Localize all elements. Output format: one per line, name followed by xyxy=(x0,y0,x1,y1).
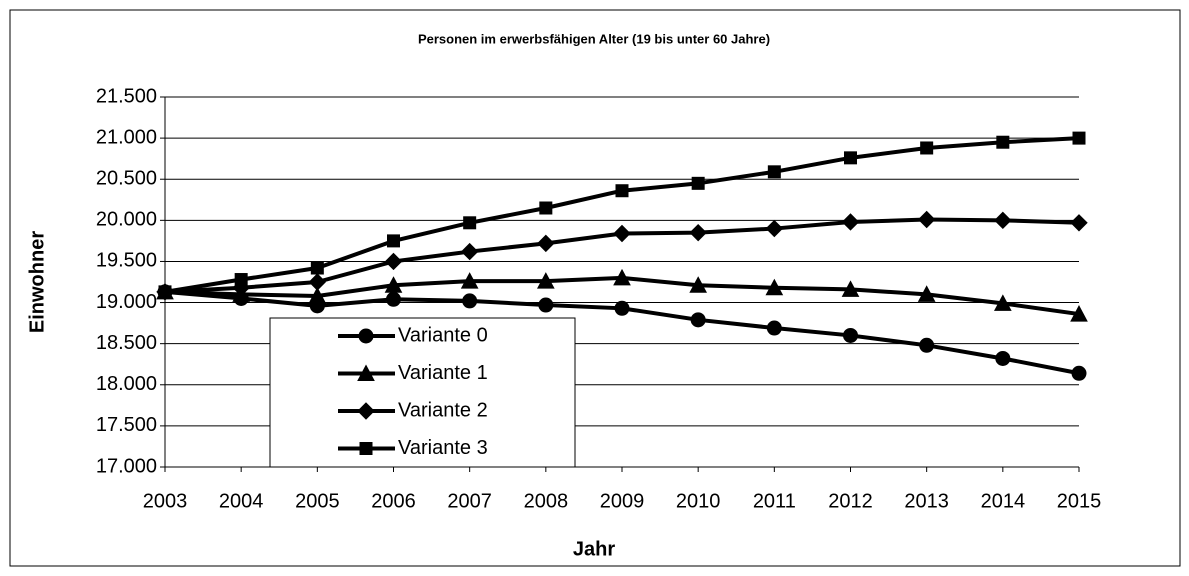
data-point xyxy=(615,184,629,198)
x-tick-label: 2012 xyxy=(828,490,873,512)
x-tick-label: 2007 xyxy=(447,490,492,512)
legend-label: Variante 1 xyxy=(398,362,488,384)
data-point xyxy=(536,272,555,289)
data-point xyxy=(386,291,401,307)
y-tick-label: 21.000 xyxy=(96,126,157,148)
x-tick-label: 2008 xyxy=(524,490,569,512)
y-tick-label: 18.500 xyxy=(96,332,157,354)
x-tick-label: 2005 xyxy=(295,490,340,512)
data-point xyxy=(614,300,630,316)
data-point xyxy=(690,312,706,328)
y-tick-label: 19.500 xyxy=(96,250,157,272)
y-tick-label: 20.000 xyxy=(96,209,157,231)
chart-title: Personen im erwerbsfähigen Alter (19 bis… xyxy=(418,31,770,46)
x-tick-label: 2015 xyxy=(1057,490,1102,512)
data-point xyxy=(460,272,479,289)
data-point xyxy=(917,210,936,229)
data-point xyxy=(387,234,400,248)
y-tick-label: 17.500 xyxy=(96,414,157,436)
data-point xyxy=(844,151,857,165)
data-point xyxy=(1071,365,1087,381)
data-point xyxy=(537,234,555,253)
data-point xyxy=(994,211,1012,230)
data-point xyxy=(462,293,478,309)
y-tick-label: 17.000 xyxy=(96,455,157,477)
data-point xyxy=(841,280,860,297)
x-tick-label: 2006 xyxy=(371,490,416,512)
data-point xyxy=(691,176,705,190)
x-axis-label: Jahr xyxy=(573,538,615,560)
legend-marker xyxy=(357,402,375,420)
legend-marker xyxy=(359,442,373,455)
y-tick-label: 20.500 xyxy=(96,168,157,190)
data-point xyxy=(689,223,707,242)
legend-marker xyxy=(357,364,375,381)
y-tick-label: 21.500 xyxy=(96,85,157,107)
data-point xyxy=(538,297,554,313)
data-point xyxy=(384,252,403,271)
legend-label: Variante 0 xyxy=(398,324,488,346)
y-tick-label: 18.000 xyxy=(96,373,157,395)
data-point xyxy=(308,273,327,291)
data-point xyxy=(460,242,479,261)
x-tick-label: 2011 xyxy=(753,490,796,512)
data-point xyxy=(843,327,858,343)
x-tick-label: 2004 xyxy=(219,490,264,512)
data-point xyxy=(996,135,1010,149)
data-point xyxy=(841,213,860,231)
data-point xyxy=(539,201,553,215)
data-point xyxy=(993,294,1012,311)
legend-label: Variante 2 xyxy=(398,399,488,421)
data-point xyxy=(158,285,172,299)
legend-box xyxy=(269,317,576,468)
data-point xyxy=(765,278,784,296)
y-tick-label: 19.000 xyxy=(96,291,157,313)
data-point xyxy=(765,219,784,238)
data-point xyxy=(689,276,708,293)
data-point xyxy=(995,350,1011,366)
data-point xyxy=(310,261,324,275)
data-point xyxy=(919,337,935,353)
data-point xyxy=(767,165,781,179)
data-point xyxy=(463,216,477,230)
data-point xyxy=(234,273,248,287)
x-tick-label: 2014 xyxy=(981,490,1026,512)
x-tick-label: 2009 xyxy=(600,490,645,512)
legend-label: Variante 3 xyxy=(398,437,488,459)
y-axis-label: Einwohner xyxy=(26,231,48,333)
data-point xyxy=(1072,131,1086,145)
data-point xyxy=(613,268,631,286)
data-point xyxy=(613,224,631,243)
x-tick-label: 2003 xyxy=(143,490,188,512)
data-point xyxy=(766,320,782,336)
legend-marker xyxy=(358,328,374,344)
data-point xyxy=(1070,214,1088,232)
data-point xyxy=(917,285,936,302)
data-point xyxy=(308,286,327,304)
x-tick-label: 2010 xyxy=(676,490,721,512)
data-point xyxy=(384,276,403,293)
data-point xyxy=(920,141,934,155)
data-point xyxy=(1070,305,1088,322)
x-tick-label: 2013 xyxy=(904,490,949,512)
